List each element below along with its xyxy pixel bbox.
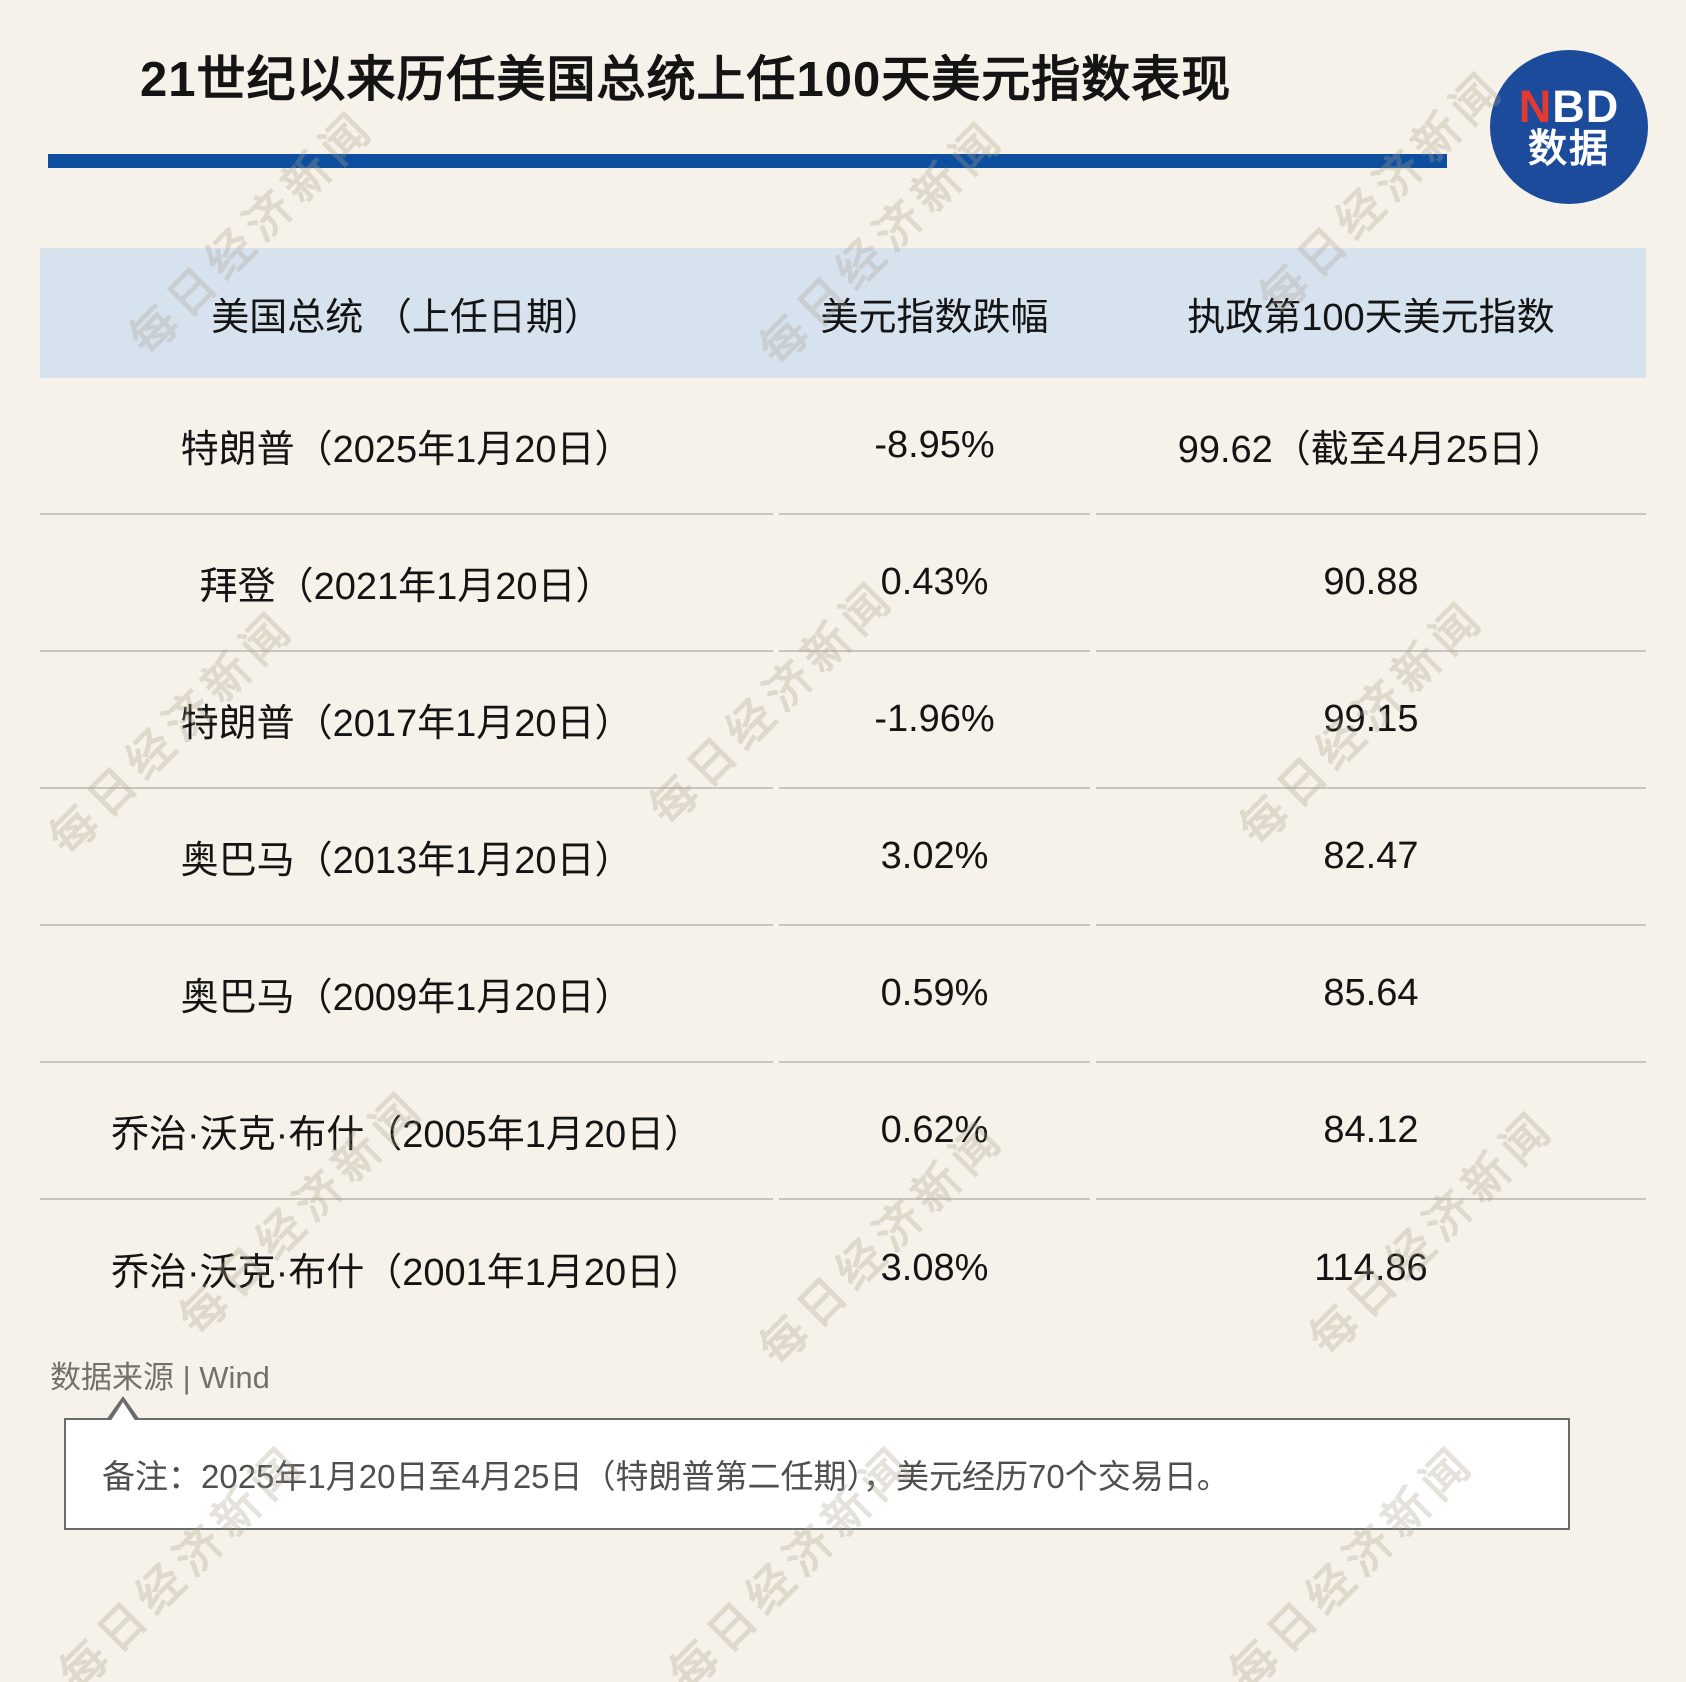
note-box: 备注：2025年1月20日至4月25日（特朗普第二任期），美元经历70个交易日。: [64, 1396, 1570, 1530]
cell-index-day100: 85.64: [1095, 926, 1646, 1063]
cell-index-change: 0.43%: [779, 515, 1090, 652]
nbd-logo-subtitle: 数据: [1527, 128, 1610, 172]
cell-index-change: 0.62%: [779, 1063, 1090, 1200]
cell-president: 乔治·沃克·布什（2001年1月20日）: [110, 1252, 703, 1294]
nbd-logo: NBD 数据: [1490, 50, 1648, 204]
presidents-dollar-index-table: 美国总统 （上任日期） 美元指数跌幅 执政第100天美元指数 特朗普（2025年…: [40, 248, 1646, 1337]
header-index-change: 美元指数跌幅: [820, 296, 1049, 339]
cell-index-change: -1.96%: [779, 652, 1090, 789]
table-row: 特朗普（2025年1月20日） -8.95% 99.62（截至4月25日）: [40, 378, 1646, 515]
nbd-logo-letters-bd: BD: [1552, 80, 1620, 132]
cell-index-change: 3.02%: [779, 789, 1090, 926]
table-row: 乔治·沃克·布什（2001年1月20日） 3.08% 114.86: [40, 1200, 1646, 1337]
cell-president: 特朗普（2025年1月20日）: [40, 378, 774, 515]
title-underline: [48, 154, 1447, 168]
note-text: 备注：2025年1月20日至4月25日（特朗普第二任期），美元经历70个交易日。: [102, 1458, 1230, 1495]
page-title: 21世纪以来历任美国总统上任100天美元指数表现: [140, 53, 1232, 107]
cell-president: 特朗普（2017年1月20日）: [40, 652, 774, 789]
table-row: 特朗普（2017年1月20日） -1.96% 99.15: [40, 652, 1646, 789]
nbd-logo-letter-n: N: [1518, 80, 1553, 132]
cell-index-day100: 114.86: [1314, 1247, 1428, 1289]
note-pointer-fill: [110, 1402, 136, 1422]
data-source-label: 数据来源 | Wind: [50, 1360, 270, 1395]
header-president: 美国总统 （上任日期）: [211, 296, 602, 339]
nbd-logo-acronym: NBD: [1519, 83, 1620, 130]
cell-index-change: -8.95%: [779, 378, 1090, 515]
table-row: 奥巴马（2009年1月20日） 0.59% 85.64: [40, 926, 1646, 1063]
table-row: 乔治·沃克·布什（2005年1月20日） 0.62% 84.12: [40, 1063, 1646, 1200]
cell-index-day100: 99.62（截至4月25日）: [1095, 378, 1646, 515]
cell-index-day100: 84.12: [1095, 1063, 1646, 1200]
cell-index-day100: 90.88: [1095, 515, 1646, 652]
table-row: 拜登（2021年1月20日） 0.43% 90.88: [40, 515, 1646, 652]
cell-index-change: 3.08%: [880, 1247, 989, 1289]
header-index-day100: 执政第100天美元指数: [1187, 296, 1555, 339]
cell-president: 乔治·沃克·布什（2005年1月20日）: [40, 1063, 774, 1200]
cell-index-change: 0.59%: [779, 926, 1090, 1063]
cell-president: 奥巴马（2013年1月20日）: [40, 789, 774, 926]
cell-index-day100: 82.47: [1095, 789, 1646, 926]
cell-president: 拜登（2021年1月20日）: [40, 515, 774, 652]
cell-president: 奥巴马（2009年1月20日）: [40, 926, 774, 1063]
table-row: 奥巴马（2013年1月20日） 3.02% 82.47: [40, 789, 1646, 926]
table-header-row: 美国总统 （上任日期） 美元指数跌幅 执政第100天美元指数: [40, 248, 1646, 378]
cell-index-day100: 99.15: [1095, 652, 1646, 789]
